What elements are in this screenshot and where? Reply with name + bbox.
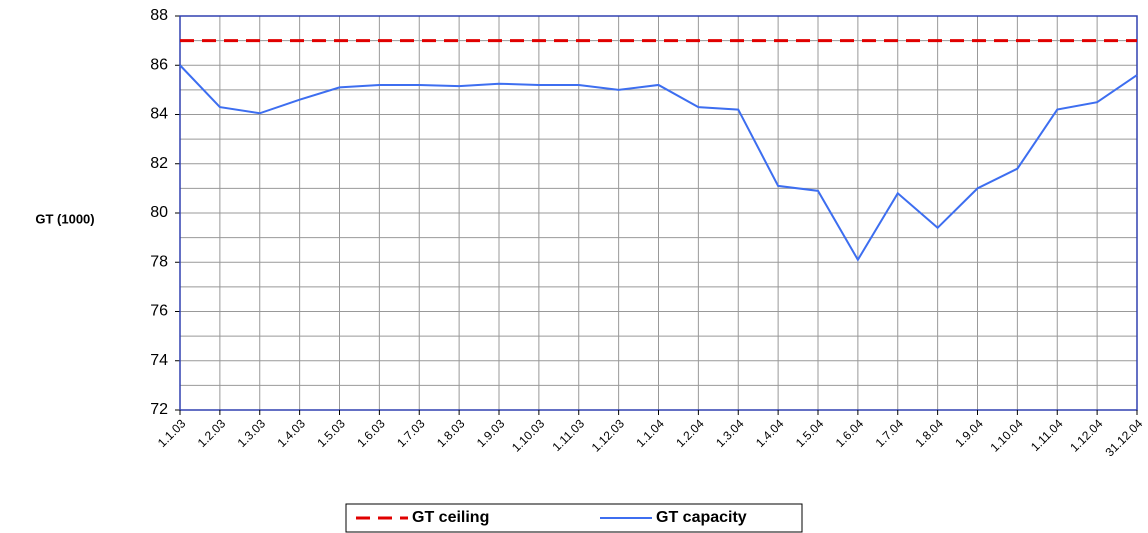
y-tick-label: 82 xyxy=(150,155,168,172)
x-tick-label: 1.7.03 xyxy=(394,416,428,450)
y-tick-label: 72 xyxy=(150,401,168,418)
x-tick-label: 1.2.04 xyxy=(673,416,707,450)
y-tick-label: 78 xyxy=(150,253,168,270)
x-tick-label: 1.3.03 xyxy=(235,416,269,450)
x-tick-label: 1.1.04 xyxy=(633,416,667,450)
x-tick-label: 1.9.04 xyxy=(952,416,986,450)
x-tick-label: 1.11.03 xyxy=(550,416,588,454)
series-line xyxy=(179,64,1138,262)
x-tick-label: 1.4.04 xyxy=(753,416,787,450)
x-tick-label: 1.8.03 xyxy=(434,416,468,450)
x-tick-label: 1.2.03 xyxy=(195,416,229,450)
x-tick-label: 1.12.04 xyxy=(1067,416,1105,454)
y-tick-label: 80 xyxy=(150,204,168,221)
y-tick-label: 88 xyxy=(150,7,168,24)
x-tick-label: 1.1.03 xyxy=(155,416,189,450)
y-tick-label: 74 xyxy=(150,352,168,369)
legend-label: GT capacity xyxy=(656,509,747,526)
x-tick-label: 1.4.03 xyxy=(274,416,308,450)
x-tick-label: 1.10.04 xyxy=(988,416,1026,454)
x-tick-label: 1.10.03 xyxy=(509,416,547,454)
x-tick-label: 1.11.04 xyxy=(1028,416,1066,454)
y-axis-label: GT (1000) xyxy=(35,211,94,226)
y-tick-label: 86 xyxy=(150,56,168,73)
y-tick-label: 76 xyxy=(150,303,168,320)
x-tick-label: 1.7.04 xyxy=(873,416,907,450)
x-tick-label: 1.8.04 xyxy=(912,416,946,450)
x-tick-label: 1.5.04 xyxy=(793,416,827,450)
x-tick-label: 1.6.04 xyxy=(833,416,867,450)
legend-label: GT ceiling xyxy=(412,509,489,526)
x-tick-label: 1.3.04 xyxy=(713,416,747,450)
x-tick-label: 1.6.03 xyxy=(354,416,388,450)
legend-box xyxy=(345,503,803,533)
x-tick-label: 31.12.04 xyxy=(1102,416,1145,459)
x-tick-label: 1.12.03 xyxy=(589,416,627,454)
y-tick-label: 84 xyxy=(150,106,168,123)
x-tick-label: 1.9.03 xyxy=(474,416,508,450)
x-tick-label: 1.5.03 xyxy=(314,416,348,450)
